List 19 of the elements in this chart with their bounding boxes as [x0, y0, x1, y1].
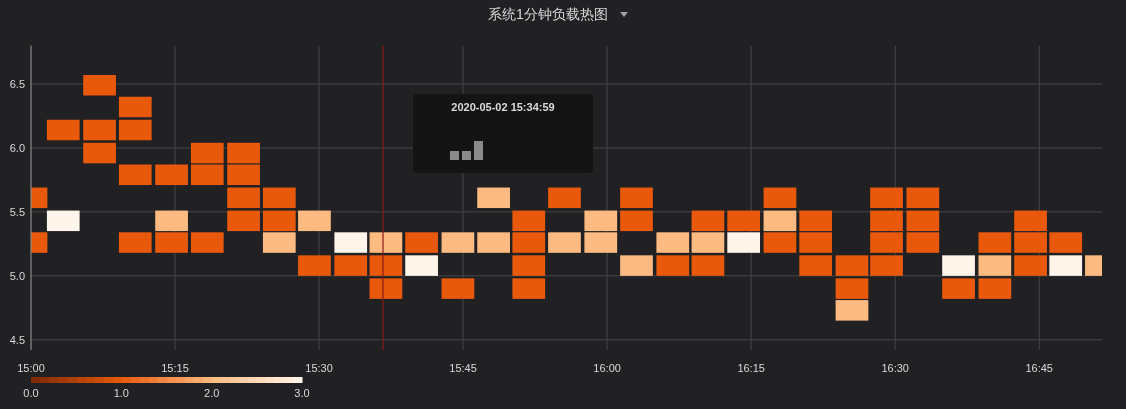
color-bar-label: 0.0 [23, 387, 39, 399]
x-tick-label: 15:30 [305, 362, 333, 374]
x-tick-label: 16:30 [881, 362, 909, 374]
y-tick-label: 6.5 [9, 77, 25, 90]
x-tick-label: 16:45 [1025, 362, 1053, 374]
x-tick-label: 15:00 [17, 362, 45, 374]
chart-title: 系统1分钟负载热图 [488, 6, 608, 22]
y-tick-label: 5.0 [9, 269, 25, 282]
x-tick-label: 15:15 [161, 362, 189, 374]
color-bar-label: 1.0 [113, 387, 129, 399]
annotation: 2020-05-02 15:34:59 [451, 101, 555, 113]
x-tick-label: 16:00 [593, 362, 621, 374]
x-tick-label: 16:15 [737, 362, 765, 374]
y-tick-label: 5.5 [9, 205, 25, 218]
y-tick-label: 6.0 [9, 141, 25, 154]
y-tick-label: 4.5 [9, 333, 25, 346]
color-bar-label: 2.0 [204, 387, 220, 399]
color-bar-label: 3.0 [294, 387, 310, 399]
x-tick-label: 15:45 [449, 362, 477, 374]
